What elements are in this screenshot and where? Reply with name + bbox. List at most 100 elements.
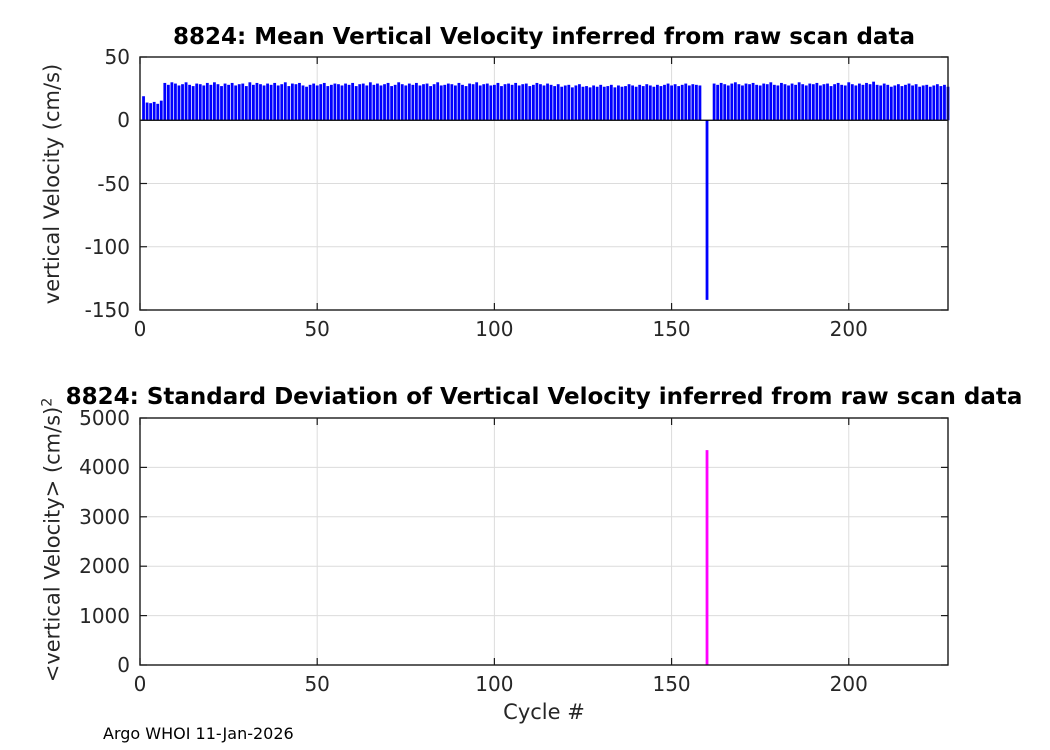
top-chart-bar <box>422 84 425 121</box>
top-chart-bar <box>166 84 170 121</box>
top-chart-bar <box>503 84 507 121</box>
top-chart-bar <box>244 86 248 121</box>
top-chart-bar <box>769 82 773 121</box>
bottom-chart-y-tick-label: 3000 <box>79 504 130 529</box>
top-chart-x-tick-label: 150 <box>652 317 691 341</box>
top-chart-bar <box>865 82 868 121</box>
top-chart-bar <box>585 86 588 121</box>
top-chart-bar <box>563 85 567 121</box>
top-chart-bar <box>322 82 326 121</box>
top-chart-bar <box>181 84 184 121</box>
top-chart-bar <box>361 83 365 121</box>
top-chart-bar <box>687 85 691 121</box>
top-chart-bar <box>358 84 362 121</box>
top-chart-bar <box>326 86 330 121</box>
top-chart-bar <box>712 83 716 121</box>
top-chart-bar <box>840 84 844 121</box>
top-chart-y-tick-label: -100 <box>84 234 130 259</box>
top-chart-bar <box>638 84 642 121</box>
top-chart-bar <box>234 85 238 121</box>
top-chart-title: 8824: Mean Vertical Velocity inferred fr… <box>173 24 915 50</box>
top-chart-bar <box>872 81 875 121</box>
top-chart-bar <box>592 85 596 121</box>
top-chart-y-tick-label: 0 <box>117 108 130 133</box>
top-chart-bar <box>620 86 624 121</box>
top-chart-bar <box>574 85 578 121</box>
top-chart-bar <box>850 84 854 121</box>
top-chart-bar <box>475 82 479 121</box>
bottom-chart-x-tick-label: 150 <box>652 672 691 696</box>
top-chart-bar <box>149 103 153 121</box>
top-chart-bar <box>368 82 372 121</box>
top-chart-bar <box>904 84 907 121</box>
top-chart-bar <box>772 84 776 121</box>
top-chart-bar <box>553 86 557 121</box>
top-chart-bar <box>599 84 603 121</box>
top-chart-bar <box>461 84 464 121</box>
top-chart-bar <box>896 84 900 121</box>
top-chart-bar <box>624 86 627 121</box>
top-chart-bar <box>450 84 454 121</box>
bottom-chart-x-tick-label: 0 <box>133 672 147 696</box>
top-chart-bar <box>315 85 319 121</box>
top-chart-bar <box>670 85 673 121</box>
top-chart-bar <box>213 82 216 121</box>
top-chart-bar <box>379 85 383 121</box>
top-chart-bar <box>294 84 298 121</box>
top-chart-bar <box>457 82 461 121</box>
top-chart-bar <box>741 85 744 121</box>
top-chart-bar <box>156 103 160 121</box>
top-chart-bar <box>542 85 546 121</box>
top-chart-bar <box>787 85 790 121</box>
top-chart-bar <box>811 84 815 121</box>
top-chart-bar <box>354 86 358 121</box>
top-chart-bar <box>471 84 475 121</box>
top-chart-bar <box>266 83 269 121</box>
top-chart-bar <box>482 84 486 121</box>
top-chart-x-tick-label: 200 <box>829 317 868 341</box>
top-chart-bar <box>184 82 188 121</box>
top-chart-bar <box>744 83 748 121</box>
top-chart-bar <box>641 86 645 121</box>
top-chart-x-tick-label: 100 <box>475 317 514 341</box>
top-chart-bar <box>606 86 610 121</box>
top-chart-bar <box>826 83 829 121</box>
top-chart-bar <box>170 82 174 121</box>
top-chart-bar <box>337 84 340 121</box>
top-chart-bar <box>220 86 223 121</box>
top-chart-bar <box>673 84 677 121</box>
bottom-chart-axes-box <box>139 417 949 666</box>
top-chart-bar <box>298 82 301 121</box>
top-chart-bar <box>549 84 553 121</box>
top-chart-bar <box>854 85 858 121</box>
top-chart-bar <box>833 84 836 121</box>
top-chart-bar <box>351 82 355 121</box>
top-chart-bar <box>524 83 528 121</box>
top-chart-bar <box>393 84 397 121</box>
top-chart-bar <box>765 84 769 121</box>
top-chart-bar <box>797 82 801 121</box>
top-chart-bar <box>287 86 291 121</box>
top-chart-bar <box>152 101 156 121</box>
top-chart-bar <box>376 83 379 121</box>
top-chart-bar <box>925 84 929 121</box>
top-chart-bar <box>822 84 826 121</box>
top-chart-bar <box>578 84 581 121</box>
top-chart-bar <box>496 82 500 121</box>
top-chart-bar <box>698 85 702 121</box>
bottom-chart-y-tick-label: 1000 <box>79 603 130 628</box>
top-chart-bar <box>305 86 308 121</box>
top-chart-bar <box>659 86 663 121</box>
top-chart-bar <box>943 84 946 121</box>
top-chart-bar <box>223 83 227 121</box>
top-chart-bar <box>174 83 177 121</box>
top-chart-bar <box>163 82 167 121</box>
top-chart-bar <box>468 83 471 121</box>
top-chart-bar <box>365 85 369 121</box>
top-chart-bar <box>567 84 571 121</box>
top-chart-bar <box>737 84 741 121</box>
top-chart-bar <box>648 85 652 121</box>
top-chart-bar <box>634 86 638 121</box>
top-chart-bar <box>939 86 943 121</box>
top-chart-bar <box>783 84 787 121</box>
